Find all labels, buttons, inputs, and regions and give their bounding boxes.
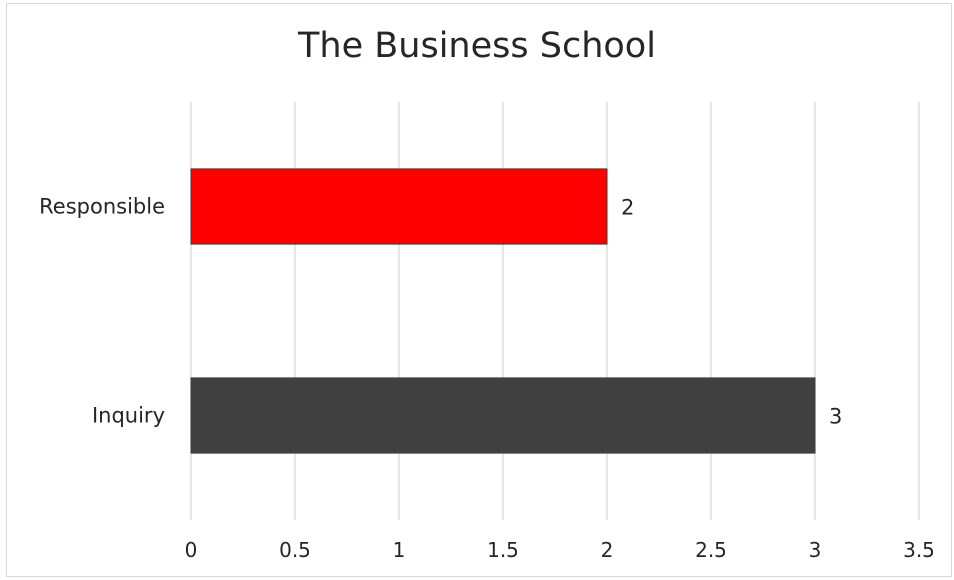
- category-label: Inquiry: [92, 404, 165, 428]
- category-label: Responsible: [39, 195, 165, 219]
- gridlines: [190, 102, 920, 520]
- bar-responsible: [190, 168, 608, 245]
- chart-frame: [6, 3, 952, 577]
- labels: 0 0.5 1 1.5 2 2.5 3 3.5 Responsible 2 Inquiry 3: [39, 195, 935, 563]
- x-tick-label: 1: [393, 538, 406, 562]
- x-tick-label: 2: [601, 538, 614, 562]
- x-tick-label: 1.5: [487, 538, 519, 562]
- x-tick-label: 0: [185, 538, 198, 562]
- x-tick-label: 2.5: [695, 538, 727, 562]
- data-label: 3: [829, 405, 842, 429]
- bar-inquiry: [190, 377, 816, 454]
- chart-title: The Business School: [298, 26, 656, 66]
- x-tick-label: 0.5: [279, 538, 311, 562]
- bars: [190, 168, 816, 454]
- data-label: 2: [621, 196, 634, 220]
- x-tick-label: 3: [809, 538, 822, 562]
- x-tick-label: 3.5: [903, 538, 935, 562]
